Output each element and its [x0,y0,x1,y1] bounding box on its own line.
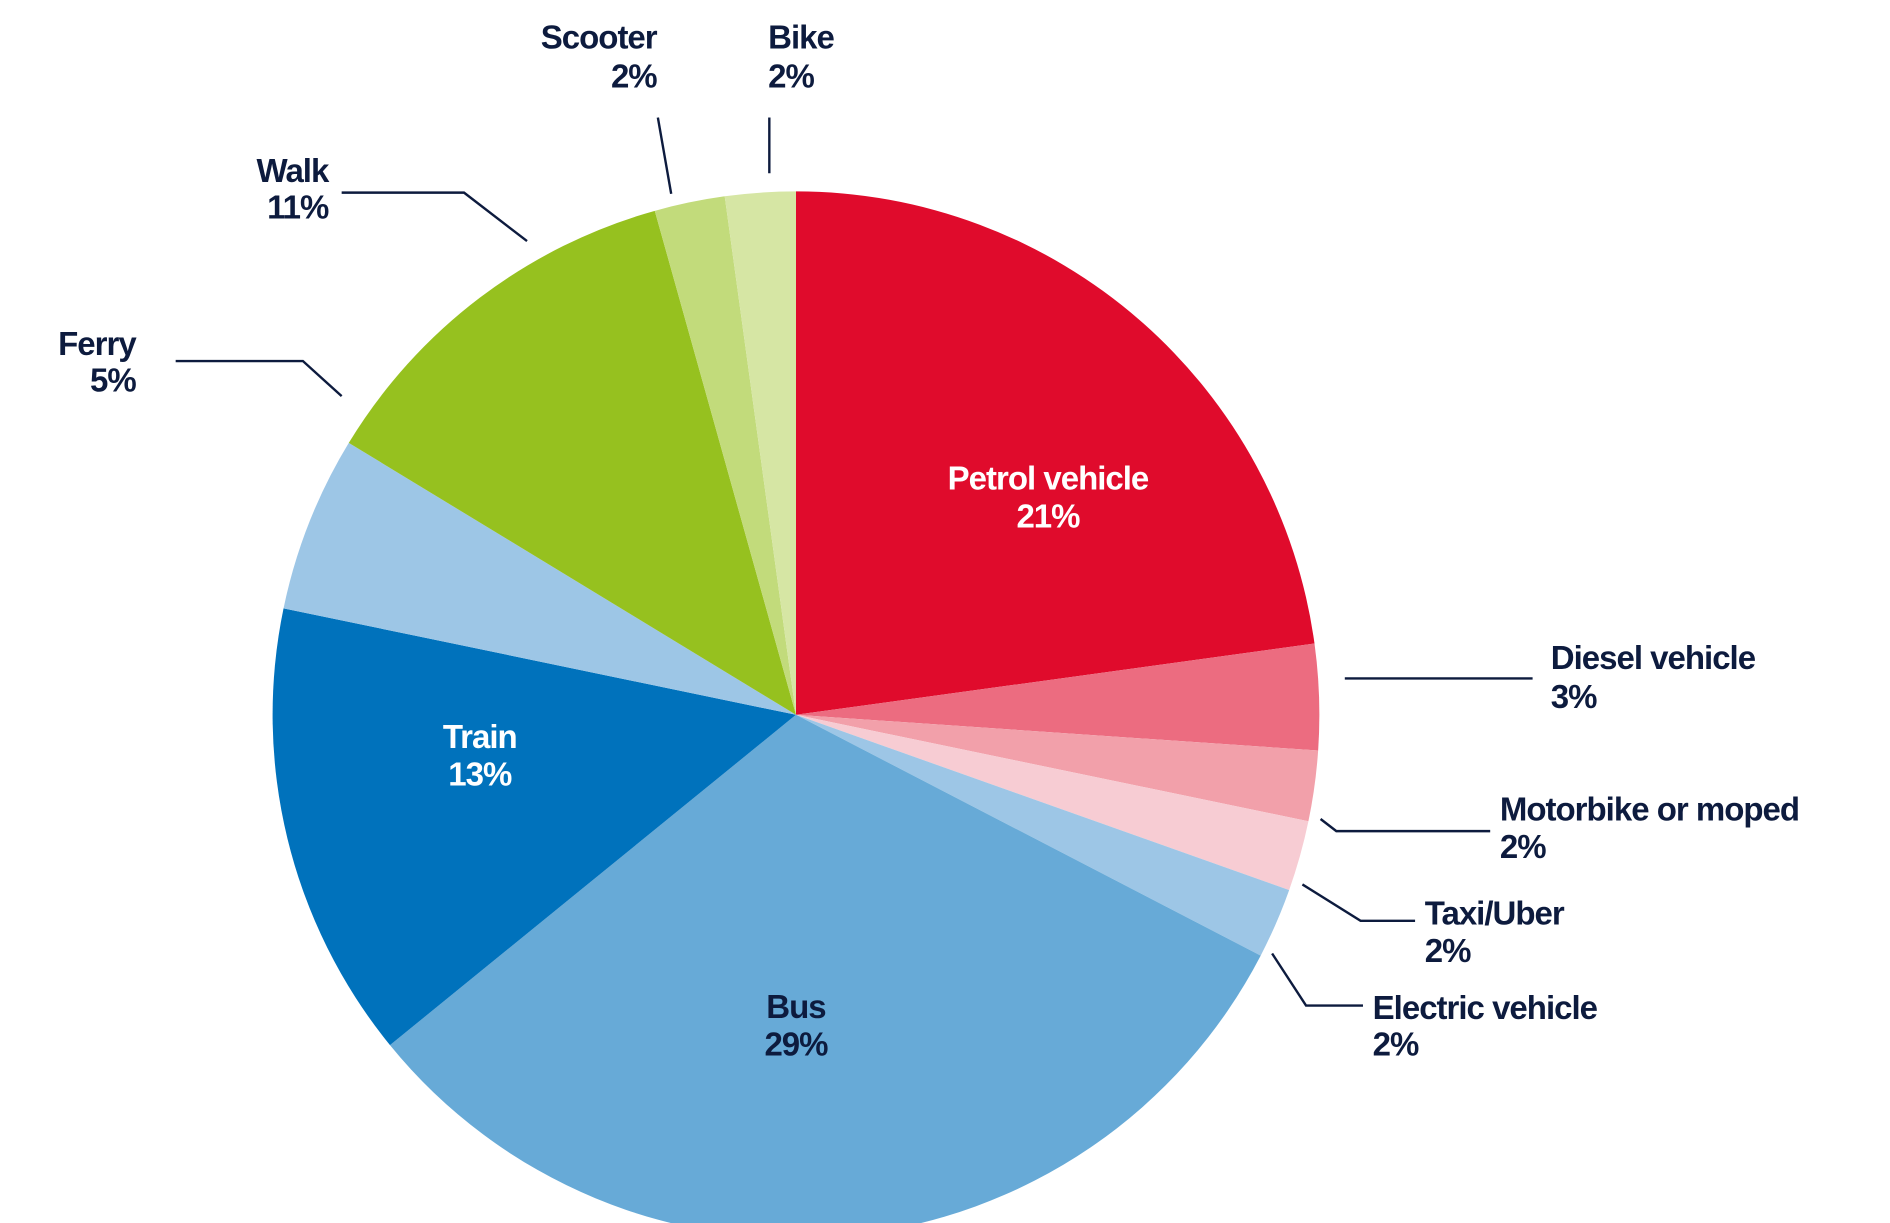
slice-value-label: 2% [1425,932,1471,969]
slice-label: Walk [257,152,330,189]
pie-slice [348,210,796,715]
slice-value-label: 29% [764,1025,828,1062]
pie-slice [389,714,1261,1223]
slice-label: Bus [766,988,825,1025]
pie-slice [795,714,1309,891]
pie-slice [283,442,796,715]
slice-value-label: 11% [267,188,329,225]
slice-value-label: 5% [90,362,136,399]
slice-label: Scooter [541,19,658,56]
slice-label: Ferry [58,325,137,362]
leader-line [341,191,528,243]
leader-line [1271,952,1363,1007]
slice-value-label: 13% [448,755,512,792]
slice-label: Motorbike or moped [1500,790,1799,827]
pie-slice [272,608,796,1046]
slice-label: Bike [768,19,834,56]
pie-slice [724,191,796,715]
slice-label: Petrol vehicle [948,460,1149,497]
slice-label: Taxi/Uber [1425,895,1565,932]
slice-label: Electric vehicle [1373,989,1598,1026]
slice-value-label: 2% [611,57,657,94]
slice-label: Diesel vehicle [1551,639,1756,676]
leader-line [1301,883,1416,922]
slice-value-label: 2% [768,57,814,94]
pie-slice [795,643,1320,751]
slice-label: Train [443,718,517,755]
pie-slice [795,714,1290,956]
pie-slice [654,196,796,715]
pie-slice [795,714,1319,822]
leader-line [175,359,343,398]
pie-slice [795,191,1315,715]
leader-line [1319,818,1491,833]
slice-value-label: 2% [1373,1025,1419,1062]
slice-value-label: 3% [1551,678,1597,715]
slice-value-label: 21% [1016,497,1080,534]
slice-value-label: 2% [1500,828,1546,865]
leader-line [656,117,673,195]
